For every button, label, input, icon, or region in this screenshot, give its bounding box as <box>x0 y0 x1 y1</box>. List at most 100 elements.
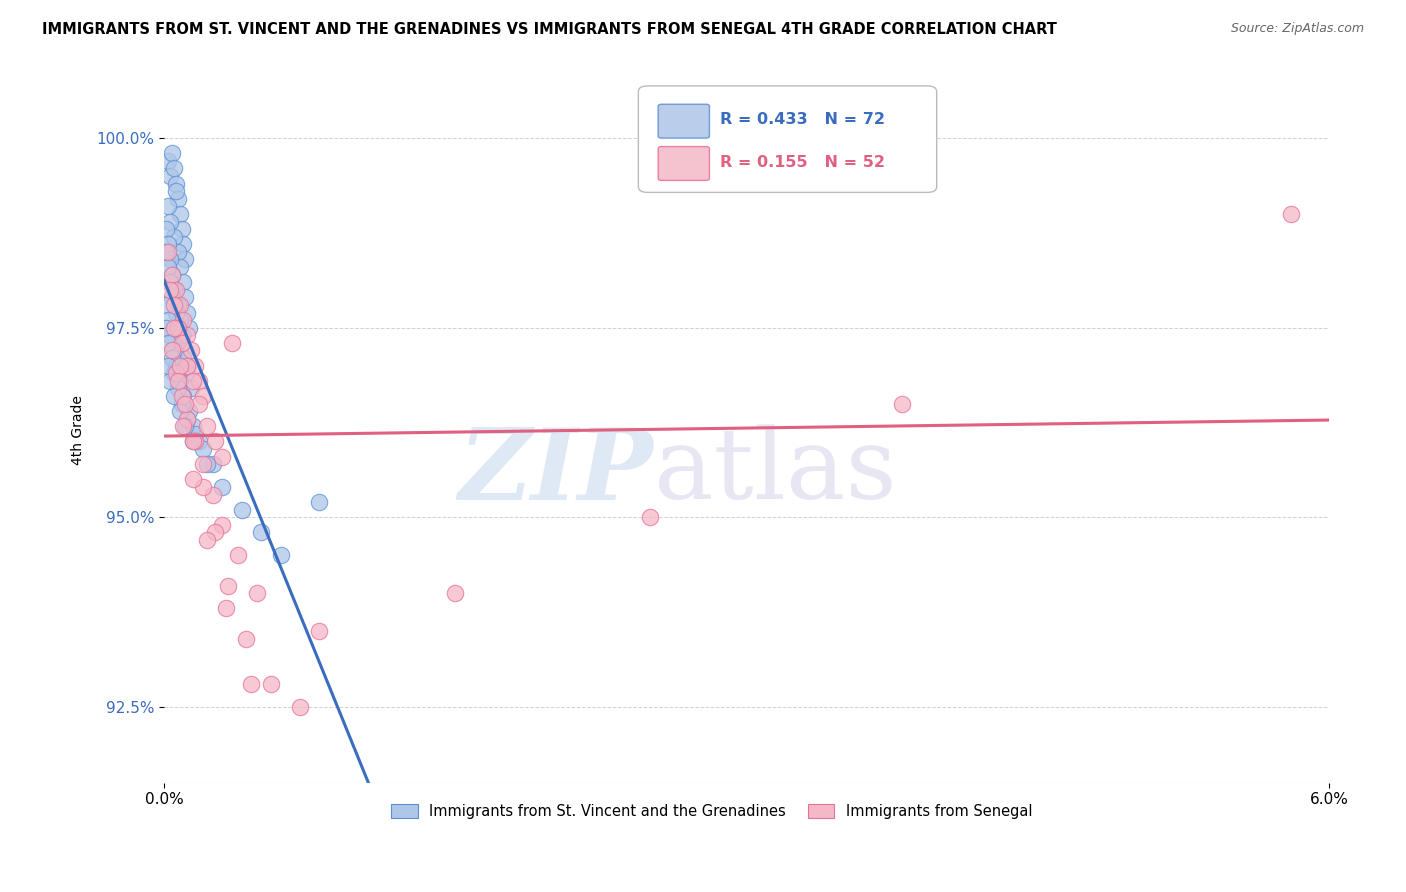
Point <box>217 578 239 592</box>
Point <box>173 313 195 327</box>
Point <box>173 419 195 434</box>
Point <box>160 351 183 365</box>
Point <box>165 366 187 380</box>
Point <box>166 320 188 334</box>
Point <box>176 366 198 380</box>
Point <box>174 252 197 267</box>
Point <box>211 450 233 464</box>
Point <box>169 260 191 274</box>
Point <box>155 298 177 312</box>
Text: R = 0.155   N = 52: R = 0.155 N = 52 <box>720 155 884 170</box>
Point <box>156 153 179 168</box>
Point <box>221 335 243 350</box>
Point <box>188 434 211 449</box>
Point <box>159 283 181 297</box>
Point <box>184 426 207 441</box>
Point <box>165 359 187 373</box>
Point <box>166 320 188 334</box>
Point <box>174 343 197 358</box>
Point <box>169 374 191 388</box>
Point <box>160 343 183 358</box>
Point <box>160 268 183 282</box>
Point <box>173 351 195 365</box>
Point <box>174 419 197 434</box>
Point <box>163 161 186 176</box>
Point <box>166 298 188 312</box>
Point <box>156 335 179 350</box>
Point <box>156 260 179 274</box>
Legend: Immigrants from St. Vincent and the Grenadines, Immigrants from Senegal: Immigrants from St. Vincent and the Gren… <box>385 797 1038 825</box>
Text: atlas: atlas <box>654 425 896 520</box>
Point <box>174 290 197 304</box>
FancyBboxPatch shape <box>638 86 936 193</box>
Point <box>166 192 188 206</box>
Point <box>159 275 181 289</box>
Point <box>180 343 202 358</box>
Point <box>191 480 214 494</box>
Point <box>159 214 181 228</box>
Point <box>204 525 226 540</box>
Point <box>159 374 181 388</box>
Point <box>163 389 186 403</box>
Point <box>181 374 204 388</box>
Point <box>173 389 195 403</box>
Point <box>184 434 207 449</box>
Point <box>181 434 204 449</box>
Point <box>165 184 187 198</box>
Point <box>444 586 467 600</box>
Point <box>170 222 193 236</box>
Point <box>204 434 226 449</box>
Point <box>260 677 283 691</box>
Point <box>191 389 214 403</box>
Point <box>288 699 311 714</box>
Point <box>156 313 179 327</box>
Point <box>169 359 191 373</box>
Point <box>163 320 186 334</box>
Point <box>163 283 186 297</box>
Text: ZIP: ZIP <box>458 424 654 521</box>
Point <box>184 359 207 373</box>
Point <box>160 268 183 282</box>
Point <box>160 146 183 161</box>
Point <box>176 359 198 373</box>
Point <box>191 442 214 456</box>
Point <box>188 374 211 388</box>
Point <box>156 359 179 373</box>
Point <box>160 290 183 304</box>
Point <box>170 389 193 403</box>
Point <box>250 525 273 540</box>
Point <box>155 320 177 334</box>
Point <box>169 298 191 312</box>
Point <box>163 366 186 380</box>
Point <box>169 404 191 418</box>
Text: R = 0.433   N = 72: R = 0.433 N = 72 <box>720 112 884 127</box>
FancyBboxPatch shape <box>658 104 710 138</box>
Point <box>165 305 187 319</box>
Point <box>159 252 181 267</box>
Point <box>211 480 233 494</box>
Point <box>638 510 661 524</box>
Point <box>170 335 193 350</box>
Point <box>181 419 204 434</box>
Point <box>201 487 224 501</box>
Point <box>176 359 198 373</box>
Y-axis label: 4th Grade: 4th Grade <box>72 395 86 465</box>
Point <box>156 237 179 252</box>
Point <box>1279 207 1302 221</box>
Point <box>159 328 181 343</box>
Point <box>176 411 198 425</box>
Point <box>179 404 201 418</box>
Point <box>891 396 914 410</box>
Point <box>211 517 233 532</box>
Point <box>156 199 179 213</box>
Point <box>163 229 186 244</box>
Point <box>155 244 177 259</box>
Point <box>215 601 238 615</box>
Point <box>308 624 330 638</box>
Point <box>163 343 186 358</box>
Point <box>170 335 193 350</box>
Point <box>170 328 193 343</box>
Point <box>170 396 193 410</box>
Point <box>166 381 188 395</box>
Point <box>201 457 224 471</box>
